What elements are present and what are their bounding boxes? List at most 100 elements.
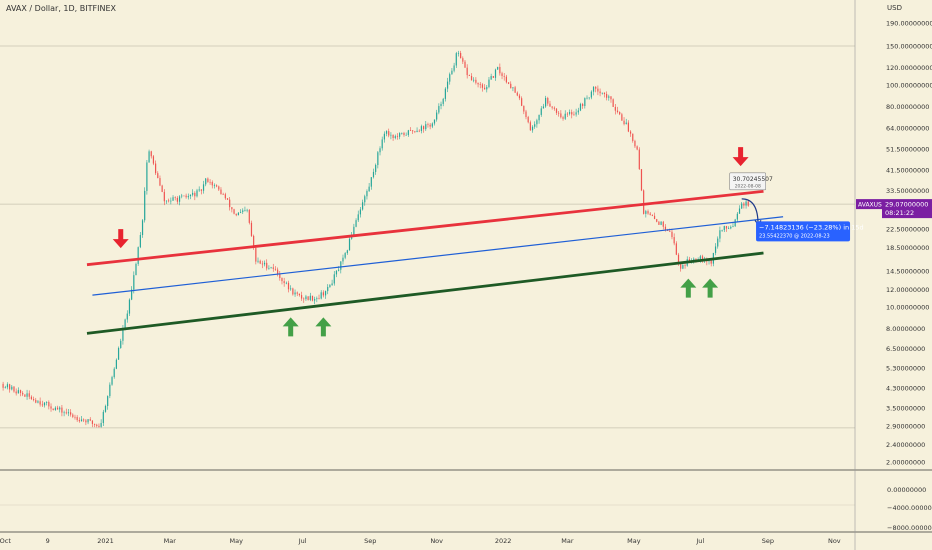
candle-body — [359, 209, 362, 215]
candle-body — [104, 406, 107, 412]
candle-body — [137, 247, 139, 264]
candle-body — [634, 140, 636, 147]
candle-body — [139, 235, 141, 248]
candle-body — [490, 76, 492, 80]
candle-body — [414, 131, 416, 133]
price-tick-label: 14.50000000 — [886, 268, 929, 276]
candle-body — [96, 424, 98, 426]
candle-body — [383, 133, 385, 140]
candle-body — [588, 97, 590, 99]
candle-body — [357, 214, 359, 221]
candle-body — [449, 74, 451, 82]
candle-body — [619, 111, 621, 115]
candle-body — [514, 87, 516, 93]
candle-body — [405, 134, 407, 136]
candle-body — [46, 402, 48, 403]
candle-body — [200, 189, 202, 191]
candle-body — [736, 213, 738, 220]
candle-body — [416, 130, 418, 133]
candle-body — [324, 291, 327, 296]
candle-body — [109, 384, 111, 397]
candle-body — [747, 201, 749, 206]
price-tick-label: 190.00000000 — [886, 20, 932, 28]
candle-body — [451, 70, 453, 75]
candle-body — [597, 88, 599, 92]
candle-body — [662, 221, 664, 227]
candle-body — [673, 237, 675, 244]
candle-body — [734, 219, 736, 227]
candle-body — [595, 86, 597, 89]
candle-body — [536, 120, 538, 125]
candle-body — [300, 295, 303, 299]
price-tick-label: 51.50000000 — [886, 146, 929, 154]
candle-body — [444, 88, 446, 99]
candlestick-series — [2, 50, 749, 428]
candle-body — [549, 103, 551, 107]
candle-body — [710, 259, 712, 264]
candle-body — [730, 226, 732, 229]
candle-body — [307, 296, 309, 300]
candle-body — [745, 201, 747, 206]
candle-body — [344, 253, 346, 258]
candle-body — [385, 131, 388, 134]
candle-body — [470, 75, 473, 81]
candle-body — [318, 298, 320, 299]
candle-body — [477, 82, 479, 85]
candle-body — [76, 417, 78, 421]
candle-body — [80, 419, 83, 422]
candle-body — [361, 202, 364, 210]
price-tick-label: 12.00000000 — [886, 286, 929, 294]
price-tick-label: 18.50000000 — [886, 244, 929, 252]
candle-body — [107, 396, 109, 407]
time-tick-label: Sep — [364, 537, 376, 545]
candle-body — [218, 186, 220, 190]
candle-body — [610, 96, 612, 100]
candle-body — [168, 200, 170, 202]
candle-body — [176, 197, 178, 202]
candle-body — [239, 212, 242, 213]
candle-body — [481, 84, 484, 88]
candle-body — [355, 220, 357, 227]
candle-body — [462, 58, 464, 62]
candle-body — [4, 387, 6, 388]
price-tick-label: 2.90000000 — [886, 423, 925, 431]
candle-body — [222, 194, 224, 195]
candle-body — [403, 132, 405, 136]
candle-body — [231, 207, 233, 210]
candle-body — [205, 178, 207, 185]
candle-body — [494, 69, 497, 78]
candle-body — [577, 110, 579, 113]
price-tick-label: 120.00000000 — [886, 64, 932, 72]
candle-body — [253, 235, 255, 248]
price-tick-label: 80.00000000 — [886, 103, 929, 111]
candle-body — [120, 340, 122, 349]
candle-body — [320, 292, 322, 299]
candle-body — [216, 185, 218, 187]
candle-body — [61, 407, 63, 413]
candle-body — [287, 282, 290, 290]
candle-body — [322, 292, 324, 296]
time-tick-label: Jul — [695, 537, 704, 545]
candle-body — [189, 194, 192, 197]
candle-body — [235, 213, 237, 216]
candle-body — [22, 392, 24, 395]
candle-body — [213, 185, 216, 187]
candle-body — [226, 198, 229, 200]
candle-body — [394, 136, 396, 138]
candle-body — [584, 98, 586, 106]
time-tick-label: Mar — [164, 537, 177, 545]
candle-body — [457, 52, 460, 54]
candle-body — [43, 402, 46, 406]
annotation-arrows — [112, 147, 749, 337]
candle-body — [621, 114, 623, 121]
oscillator-tick-label: −4000.00000000 — [887, 504, 932, 512]
candle-body — [381, 139, 383, 149]
candle-body — [429, 124, 431, 127]
candle-body — [148, 151, 150, 163]
candle-body — [122, 328, 124, 341]
candle-body — [329, 285, 331, 288]
up-arrow-icon — [315, 317, 332, 337]
candle-body — [409, 130, 412, 131]
candle-body — [157, 173, 159, 179]
